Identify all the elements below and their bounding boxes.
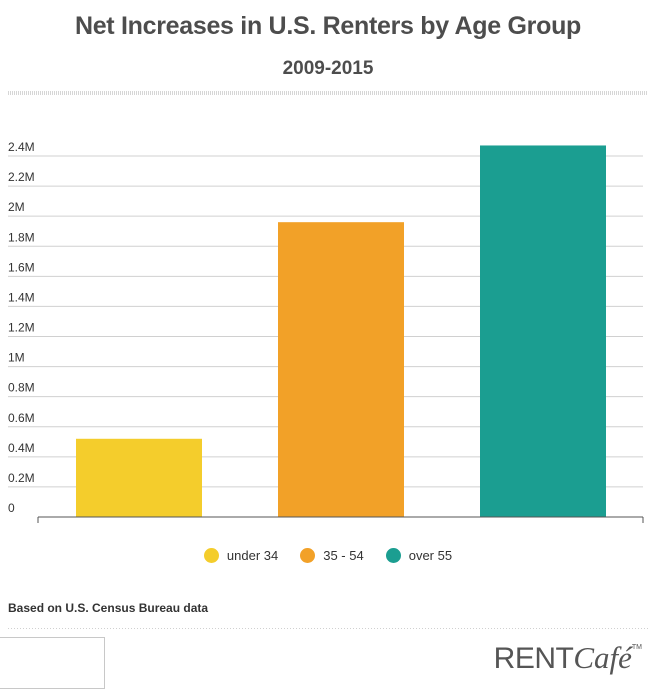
bar-chart: 0 0.2M 0.4M 0.6M 0.8M 1M 1.2M 1.4M 1.6M 1.8M 2M 2.2… <box>8 140 644 523</box>
bar-over-55[interactable] <box>480 145 606 517</box>
y-tick-label: 2.2M <box>8 170 35 184</box>
chart-subtitle: 2009-2015 <box>282 58 374 79</box>
bar-35-54[interactable] <box>278 222 404 517</box>
y-tick-label: 1.8M <box>8 230 35 244</box>
bars <box>76 145 606 517</box>
chart-title: Net Increases in U.S. Renters by Age Gro… <box>74 12 582 40</box>
y-tick-label: 1.6M <box>8 260 35 274</box>
y-tick-label: 2M <box>8 200 25 214</box>
source-divider <box>8 628 648 629</box>
rentcafe-logo: RENTCaféTM <box>494 640 642 676</box>
legend: under 34 35 - 54 over 55 <box>0 548 656 563</box>
y-tick-label: 0.4M <box>8 441 35 455</box>
legend-label-under-34: under 34 <box>226 548 279 563</box>
legend-item-under-34[interactable]: under 34 <box>203 548 279 563</box>
x-axis <box>37 516 644 523</box>
legend-dot-over-55 <box>385 548 401 563</box>
title-divider <box>8 91 648 95</box>
y-tick-label: 0 <box>8 501 15 515</box>
logo-text-cafe: Café <box>573 640 632 675</box>
legend-label-35-54: 35 - 54 <box>323 548 364 563</box>
logo-tm: TM <box>631 644 642 651</box>
y-tick-label: 0.2M <box>8 471 35 485</box>
legend-item-over-55[interactable]: over 55 <box>385 548 453 563</box>
y-tick-label: 1.4M <box>8 290 35 304</box>
y-tick-label: 1.2M <box>8 321 35 335</box>
logo-text-rent: RENT <box>493 642 574 675</box>
y-tick-label: 0.6M <box>8 411 35 425</box>
source-note: Based on U.S. Census Bureau data <box>8 601 209 615</box>
y-tick-label: 0.8M <box>8 381 35 395</box>
y-tick-label: 2.4M <box>8 140 35 154</box>
legend-label-over-55: over 55 <box>408 548 453 563</box>
legend-dot-35-54 <box>300 548 316 563</box>
legend-dot-under-34 <box>203 548 219 563</box>
bar-under-34[interactable] <box>76 438 202 517</box>
y-tick-label: 1M <box>8 351 25 365</box>
legend-item-35-54[interactable]: 35 - 54 <box>300 548 364 563</box>
corner-box <box>0 637 105 689</box>
